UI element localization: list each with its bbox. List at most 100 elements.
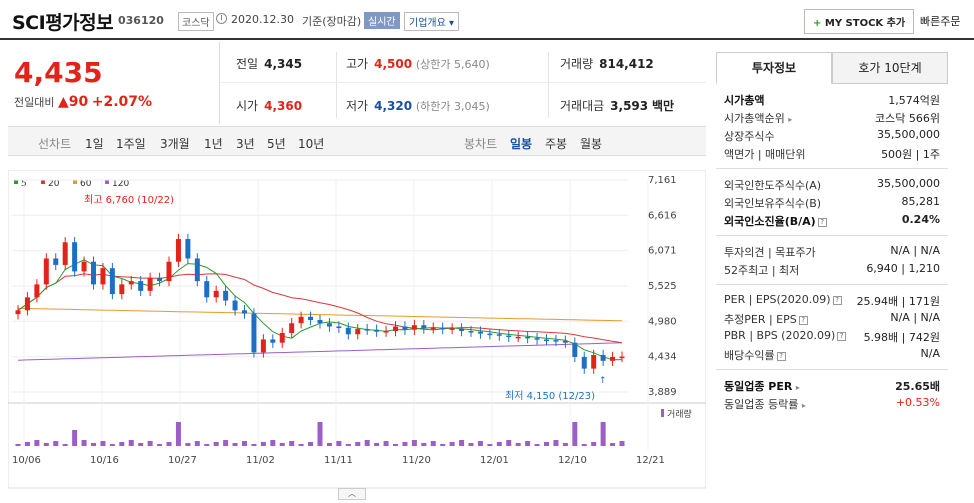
my-stock-add-button[interactable]: + MY STOCK 추가: [804, 9, 915, 34]
tab-quote-10-levels[interactable]: 호가 10단계: [832, 52, 948, 84]
volume-bar: [364, 440, 370, 446]
volume-bar: [43, 443, 49, 446]
my-stock-add-label: MY STOCK 추가: [824, 18, 906, 29]
chevron-right-icon[interactable]: ▸: [801, 401, 806, 410]
candle-body: [62, 242, 68, 265]
company-overview-dropdown[interactable]: 기업개요 ▾: [404, 12, 460, 31]
candle-body: [525, 336, 531, 339]
week52-label: 52주최고 | 최저: [724, 264, 800, 277]
expand-chart-button[interactable]: ︿: [338, 488, 366, 500]
candle-body: [43, 258, 49, 285]
change-percent: +2.07%: [91, 94, 153, 110]
candle-body: [345, 327, 351, 335]
divider: [220, 82, 706, 83]
volume-bar: [109, 444, 115, 446]
valuation-section: PER | EPS(2020.09)? 25.94배 | 171원 추정PER |…: [716, 285, 948, 370]
ma120-line: [17, 342, 623, 361]
period-5y[interactable]: 5년: [267, 137, 286, 151]
par-value-value: 500원 | 1주: [881, 148, 940, 161]
candle-body: [581, 356, 587, 369]
volume-bar: [166, 442, 172, 446]
chevron-right-icon[interactable]: ▸: [788, 115, 793, 124]
est-per-eps-label: 추정PER | EPS: [724, 313, 797, 326]
candle-body: [506, 335, 512, 338]
opinion-value: N/A | N/A: [890, 244, 940, 257]
volume-bar: [600, 422, 606, 446]
volume-bar: [449, 442, 455, 446]
candle-chart-label: 봉차트: [464, 137, 498, 151]
volume-bar: [279, 443, 285, 446]
volume-bar: [175, 422, 181, 446]
info-row: 52주최고 | 최저 6,940 | 1,210: [724, 260, 942, 278]
info-row: 추정PER | EPS? N/A | N/A: [724, 309, 942, 327]
legend-swatch: [41, 180, 45, 184]
help-icon[interactable]: ?: [798, 315, 808, 325]
candle-body: [449, 328, 455, 330]
help-icon[interactable]: ?: [817, 217, 827, 227]
help-icon[interactable]: ?: [832, 295, 842, 305]
candle-daily[interactable]: 일봉: [510, 137, 533, 151]
candle-body: [610, 356, 616, 361]
high-annotation: 최고 6,760 (10/22): [84, 194, 174, 206]
info-row: PBR | BPS (2020.09)? 5.98배 | 742원: [724, 327, 942, 345]
industry-change-value: +0.53%: [895, 396, 940, 409]
candle-body: [374, 329, 380, 332]
period-1w[interactable]: 1주일: [116, 137, 146, 151]
quick-order-link[interactable]: 빠른주문: [920, 15, 961, 28]
period-1d[interactable]: 1일: [85, 137, 104, 151]
volume-bar: [317, 422, 323, 446]
up-triangle-icon: ▲: [57, 94, 69, 110]
volume-bar: [487, 444, 493, 446]
candle-body: [411, 325, 417, 330]
volume-bar: [100, 441, 106, 446]
candle-body: [572, 342, 578, 357]
chevron-right-icon[interactable]: ▸: [795, 383, 800, 392]
upper-limit: (상한가 5,640): [415, 58, 490, 71]
period-3y[interactable]: 3년: [236, 137, 255, 151]
candle-body: [204, 281, 210, 298]
period-1y[interactable]: 1년: [204, 137, 223, 151]
volume-bar: [270, 440, 276, 446]
volume-bar: [72, 430, 78, 446]
realtime-button[interactable]: 실시간: [364, 12, 400, 29]
trade-value-amount: 3,593: [610, 99, 649, 113]
candle-body: [308, 316, 314, 321]
info-tabs: 투자정보 호가 10단계: [716, 52, 948, 84]
info-key: 시가총액순위 ▸: [724, 110, 792, 126]
candle-weekly[interactable]: 주봉: [545, 137, 568, 151]
period-10y[interactable]: 10년: [298, 137, 325, 151]
volume-bar: [383, 441, 389, 446]
industry-change-label: 동일업종 등락률: [724, 398, 799, 411]
stock-name: SCI평가정보: [12, 12, 114, 34]
tab-investment-info[interactable]: 투자정보: [716, 52, 832, 84]
low-arrow-icon: ↑: [599, 376, 607, 386]
prev-close-value: 4,345: [264, 57, 303, 71]
volume-bar: [185, 443, 191, 446]
candle-monthly[interactable]: 월봉: [580, 137, 603, 151]
foreign-holding-label: 외국인보유주식수(B): [724, 197, 822, 210]
candle-body: [544, 339, 549, 341]
foreign-section: 외국인한도주식수(A) 35,500,000 외국인보유주식수(B) 85,281 …: [716, 169, 948, 236]
industry-per-label: 동일업종 PER: [724, 380, 793, 393]
help-icon[interactable]: ?: [837, 331, 847, 341]
stock-code: 036120: [118, 14, 164, 27]
info-row: 시가총액순위 ▸ 코스닥 566위: [724, 108, 942, 126]
current-price-panel: 4,435 전일대비 ▲90 +2.07%: [8, 42, 220, 124]
market-cap-rank-label: 시가총액순위: [724, 112, 785, 125]
ma60-line: [17, 307, 623, 322]
foreign-limit-label: 외국인한도주식수(A): [724, 179, 822, 192]
volume-bar: [289, 441, 295, 446]
volume-bar: [402, 442, 408, 446]
period-3m[interactable]: 3개월: [160, 137, 190, 151]
info-key: PBR | BPS (2020.09)?: [724, 329, 847, 342]
volume-value: 814,412: [599, 57, 654, 71]
quote-basis: 기준(장마감): [302, 15, 362, 28]
week52-value: 6,940 | 1,210: [866, 262, 940, 275]
candle-body: [15, 310, 21, 315]
help-icon[interactable]: ?: [776, 351, 786, 361]
volume-bar: [411, 440, 417, 446]
chevron-down-icon: ▾: [449, 18, 455, 29]
info-key: 추정PER | EPS?: [724, 311, 808, 327]
volume-bar: [506, 440, 512, 446]
candle-body: [157, 277, 163, 282]
